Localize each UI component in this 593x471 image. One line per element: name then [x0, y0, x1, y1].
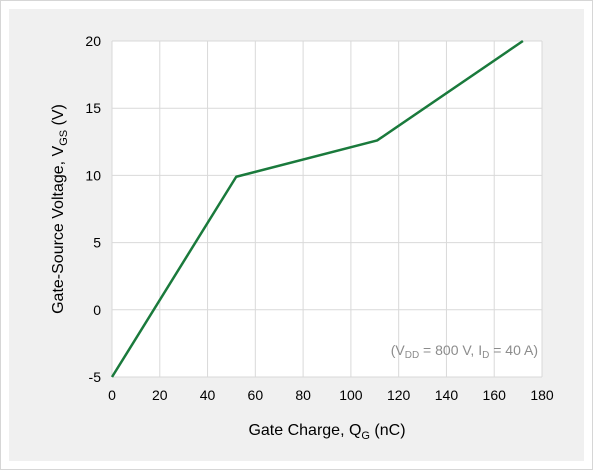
x-tick-label: 180: [530, 387, 554, 403]
grid-lines: [111, 40, 543, 378]
annotation-part: DD: [405, 350, 419, 361]
annotation-part: = 40 A): [489, 342, 538, 358]
x-axis-label-main: Gate Charge, Q: [248, 422, 361, 439]
x-axis-label-unit: (nC): [370, 422, 406, 439]
x-tick-label: 0: [108, 387, 116, 403]
plot-area: [112, 41, 542, 377]
y-axis-label: Gate-Source Voltage, VGS (V): [50, 104, 70, 314]
annotation-part: D: [482, 350, 489, 361]
x-tick-label: 160: [483, 387, 507, 403]
x-tick-label: 140: [435, 387, 459, 403]
x-axis-label: Gate Charge, QG (nC): [248, 422, 405, 442]
y-tick-label: 15: [85, 100, 101, 116]
y-tick-label: 10: [85, 167, 101, 183]
y-tick-label: -5: [89, 369, 102, 385]
x-tick-label: 80: [295, 387, 311, 403]
y-axis-label-sub: GS: [58, 130, 70, 146]
annotation-part: (V: [391, 342, 406, 358]
tick-labels: 0 20 40 60 80 100 120 140 160 180 -5 0 5 10 15 20: [85, 33, 553, 403]
y-axis-label-main: Gate-Source Voltage, V: [50, 145, 67, 313]
x-axis-label-sub: G: [361, 430, 370, 442]
x-tick-label: 20: [152, 387, 168, 403]
x-tick-label: 40: [200, 387, 216, 403]
y-axis-label-unit: (V): [50, 104, 67, 130]
y-tick-label: 5: [93, 235, 101, 251]
test-conditions-annotation: (VDD = 800 V, ID = 40 A): [391, 342, 538, 361]
series-line: [110, 39, 524, 378]
y-tick-label: 20: [85, 33, 101, 49]
annotation-part: = 800 V, I: [419, 342, 482, 358]
x-tick-label: 60: [248, 387, 264, 403]
x-tick-label: 120: [387, 387, 411, 403]
x-tick-label: 100: [339, 387, 363, 403]
y-tick-label: 0: [93, 302, 101, 318]
